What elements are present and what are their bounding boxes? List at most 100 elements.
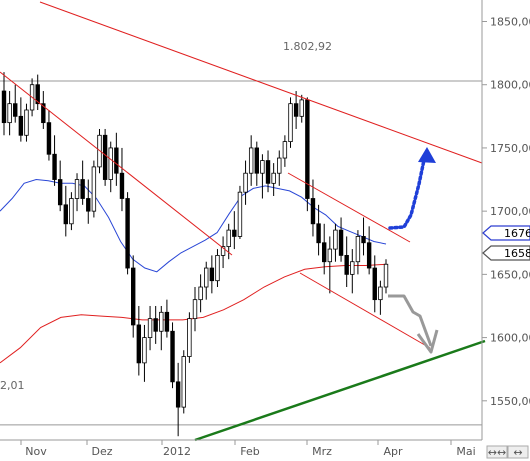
candle-body: [142, 337, 147, 364]
candle-body: [119, 172, 125, 199]
price-tag-label: 1676: [504, 227, 530, 240]
candle: [57, 160, 63, 212]
candle-body: [164, 311, 170, 332]
candle-body: [91, 166, 97, 212]
trendline-resistance-upper: [39, 1, 483, 164]
candle-body: [220, 246, 226, 256]
x-tick-label: Apr: [383, 445, 403, 458]
candle-body: [7, 103, 12, 124]
trendline-support: [194, 339, 486, 442]
candle: [265, 150, 271, 193]
candle-body: [383, 263, 389, 288]
projection-line: [388, 294, 433, 347]
candle-body: [1, 90, 7, 124]
candle-body: [333, 229, 338, 250]
candle: [316, 204, 321, 256]
candle: [91, 160, 97, 218]
candle: [299, 94, 304, 123]
y-tick-label: 1800,00: [490, 79, 530, 92]
candle: [322, 223, 327, 275]
candle: [102, 128, 108, 186]
annotation-high-label: 1.802,92: [283, 40, 332, 53]
candle: [198, 274, 203, 313]
candle-body: [288, 103, 293, 143]
candle: [350, 249, 355, 294]
candle: [153, 305, 158, 344]
candle: [226, 223, 231, 260]
candle-body: [18, 115, 24, 136]
candle: [204, 261, 209, 300]
trendline-resistance-left: [0, 71, 233, 256]
arrow-down-icon: [416, 329, 439, 354]
candle-body: [254, 147, 259, 174]
candle-body: [327, 248, 333, 263]
candle: [288, 97, 293, 148]
candle-body: [378, 286, 383, 301]
candle: [46, 110, 52, 161]
candle: [74, 173, 80, 212]
candle: [366, 226, 372, 275]
candle-body: [372, 267, 377, 301]
candle-body: [248, 147, 254, 174]
x-tick-label: Mrz: [312, 445, 332, 458]
candle: [18, 97, 24, 142]
x-tick-label: Nov: [25, 445, 47, 458]
price-tag-1: 1658: [482, 245, 530, 261]
candle: [271, 163, 276, 196]
scroll-control[interactable]: ↔↔ ↔: [486, 445, 529, 459]
annotation-low-label: 2,01: [0, 379, 25, 392]
candle: [277, 150, 282, 186]
candle: [170, 322, 175, 389]
candle: [1, 72, 7, 136]
candle-body: [260, 160, 265, 174]
candle: [355, 230, 361, 275]
candle-body: [198, 286, 203, 301]
x-tick-label: Mai: [456, 445, 475, 458]
scroll-arrows-icon[interactable]: ↔↔: [488, 446, 506, 459]
candle: [147, 305, 153, 351]
y-tick-label: 1700,00: [490, 205, 530, 218]
candle-body: [102, 134, 108, 180]
y-tick-label: 1550,00: [490, 395, 530, 408]
candle: [35, 74, 40, 110]
candle-body: [282, 141, 288, 159]
candle: [187, 312, 192, 363]
candle: [282, 135, 288, 167]
y-tick-label: 1600,00: [490, 332, 530, 345]
candle-body: [350, 261, 355, 275]
candle: [338, 217, 344, 262]
candle-body: [322, 242, 327, 263]
candle: [175, 362, 181, 437]
candle-body: [46, 122, 52, 155]
candle: [333, 223, 338, 262]
candle-body: [237, 191, 243, 237]
candle-body: [277, 157, 282, 174]
candle: [243, 160, 248, 205]
price-tag-box: [482, 225, 530, 241]
price-tag-label: 1658: [504, 247, 530, 260]
candle-body: [361, 236, 366, 244]
candle-body: [108, 147, 113, 180]
candle: [215, 249, 220, 288]
candle-body: [63, 204, 68, 225]
candle-body: [204, 267, 209, 288]
candle: [131, 255, 136, 338]
zoom-arrows-icon[interactable]: ↔: [513, 446, 522, 459]
candle: [344, 236, 349, 288]
projection-bearish-scenario: [388, 294, 439, 354]
candle: [327, 236, 333, 294]
candle: [24, 103, 29, 142]
candle: [293, 91, 299, 129]
candle-body: [175, 381, 181, 408]
candle-body: [310, 198, 316, 225]
candle: [181, 350, 186, 414]
candle-body: [74, 179, 80, 199]
candle: [383, 259, 389, 294]
candle-body: [24, 109, 29, 136]
candle: [232, 211, 237, 250]
candle-body: [192, 299, 198, 320]
arrow-up-icon: [418, 147, 436, 163]
candle: [260, 154, 265, 199]
candle: [69, 192, 74, 231]
candle-body: [80, 179, 85, 199]
